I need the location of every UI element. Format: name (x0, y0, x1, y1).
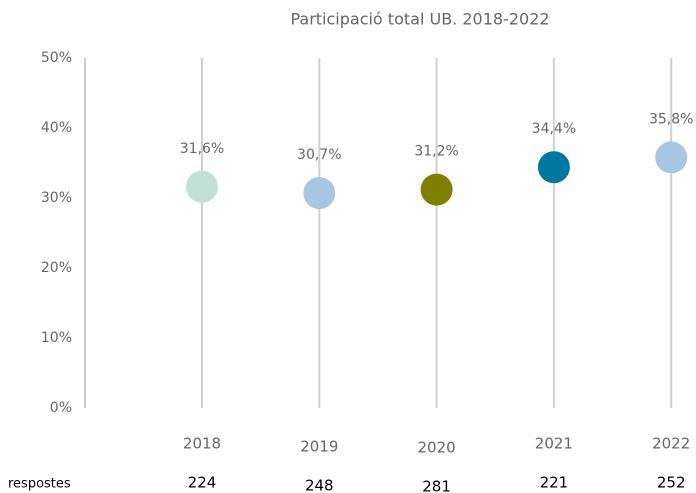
x-tick-label: 2019 (300, 438, 338, 456)
data-label: 30,7% (297, 147, 341, 163)
y-tick-label: 10% (41, 330, 72, 346)
x-tick-label: 2020 (418, 439, 456, 457)
dot (537, 151, 570, 184)
x-tick-label: 2021 (535, 435, 573, 453)
responses-label: respostes (8, 477, 71, 492)
responses-value: 281 (422, 478, 451, 493)
data-label: 34,4% (532, 121, 576, 137)
data-label: 31,6% (180, 141, 224, 157)
y-tick-label: 30% (41, 190, 72, 206)
y-tick-label: 40% (41, 120, 72, 136)
dot (420, 173, 453, 206)
y-tick-label: 20% (41, 260, 72, 276)
responses-value: 221 (540, 474, 569, 492)
data-label: 35,8% (649, 111, 693, 127)
y-tick-label: 0% (50, 400, 72, 416)
chart-title: Participació total UB. 2018-2022 (290, 10, 549, 29)
data-label: 31,2% (414, 144, 458, 160)
dot (655, 141, 688, 174)
responses-value: 248 (305, 477, 334, 493)
dot (303, 177, 336, 210)
x-tick-label: 2022 (652, 435, 690, 453)
x-tick-label: 2018 (183, 435, 221, 453)
y-tick-label: 50% (41, 50, 72, 66)
dot (186, 170, 218, 203)
responses-value: 224 (188, 474, 217, 492)
responses-value: 252 (657, 474, 686, 492)
